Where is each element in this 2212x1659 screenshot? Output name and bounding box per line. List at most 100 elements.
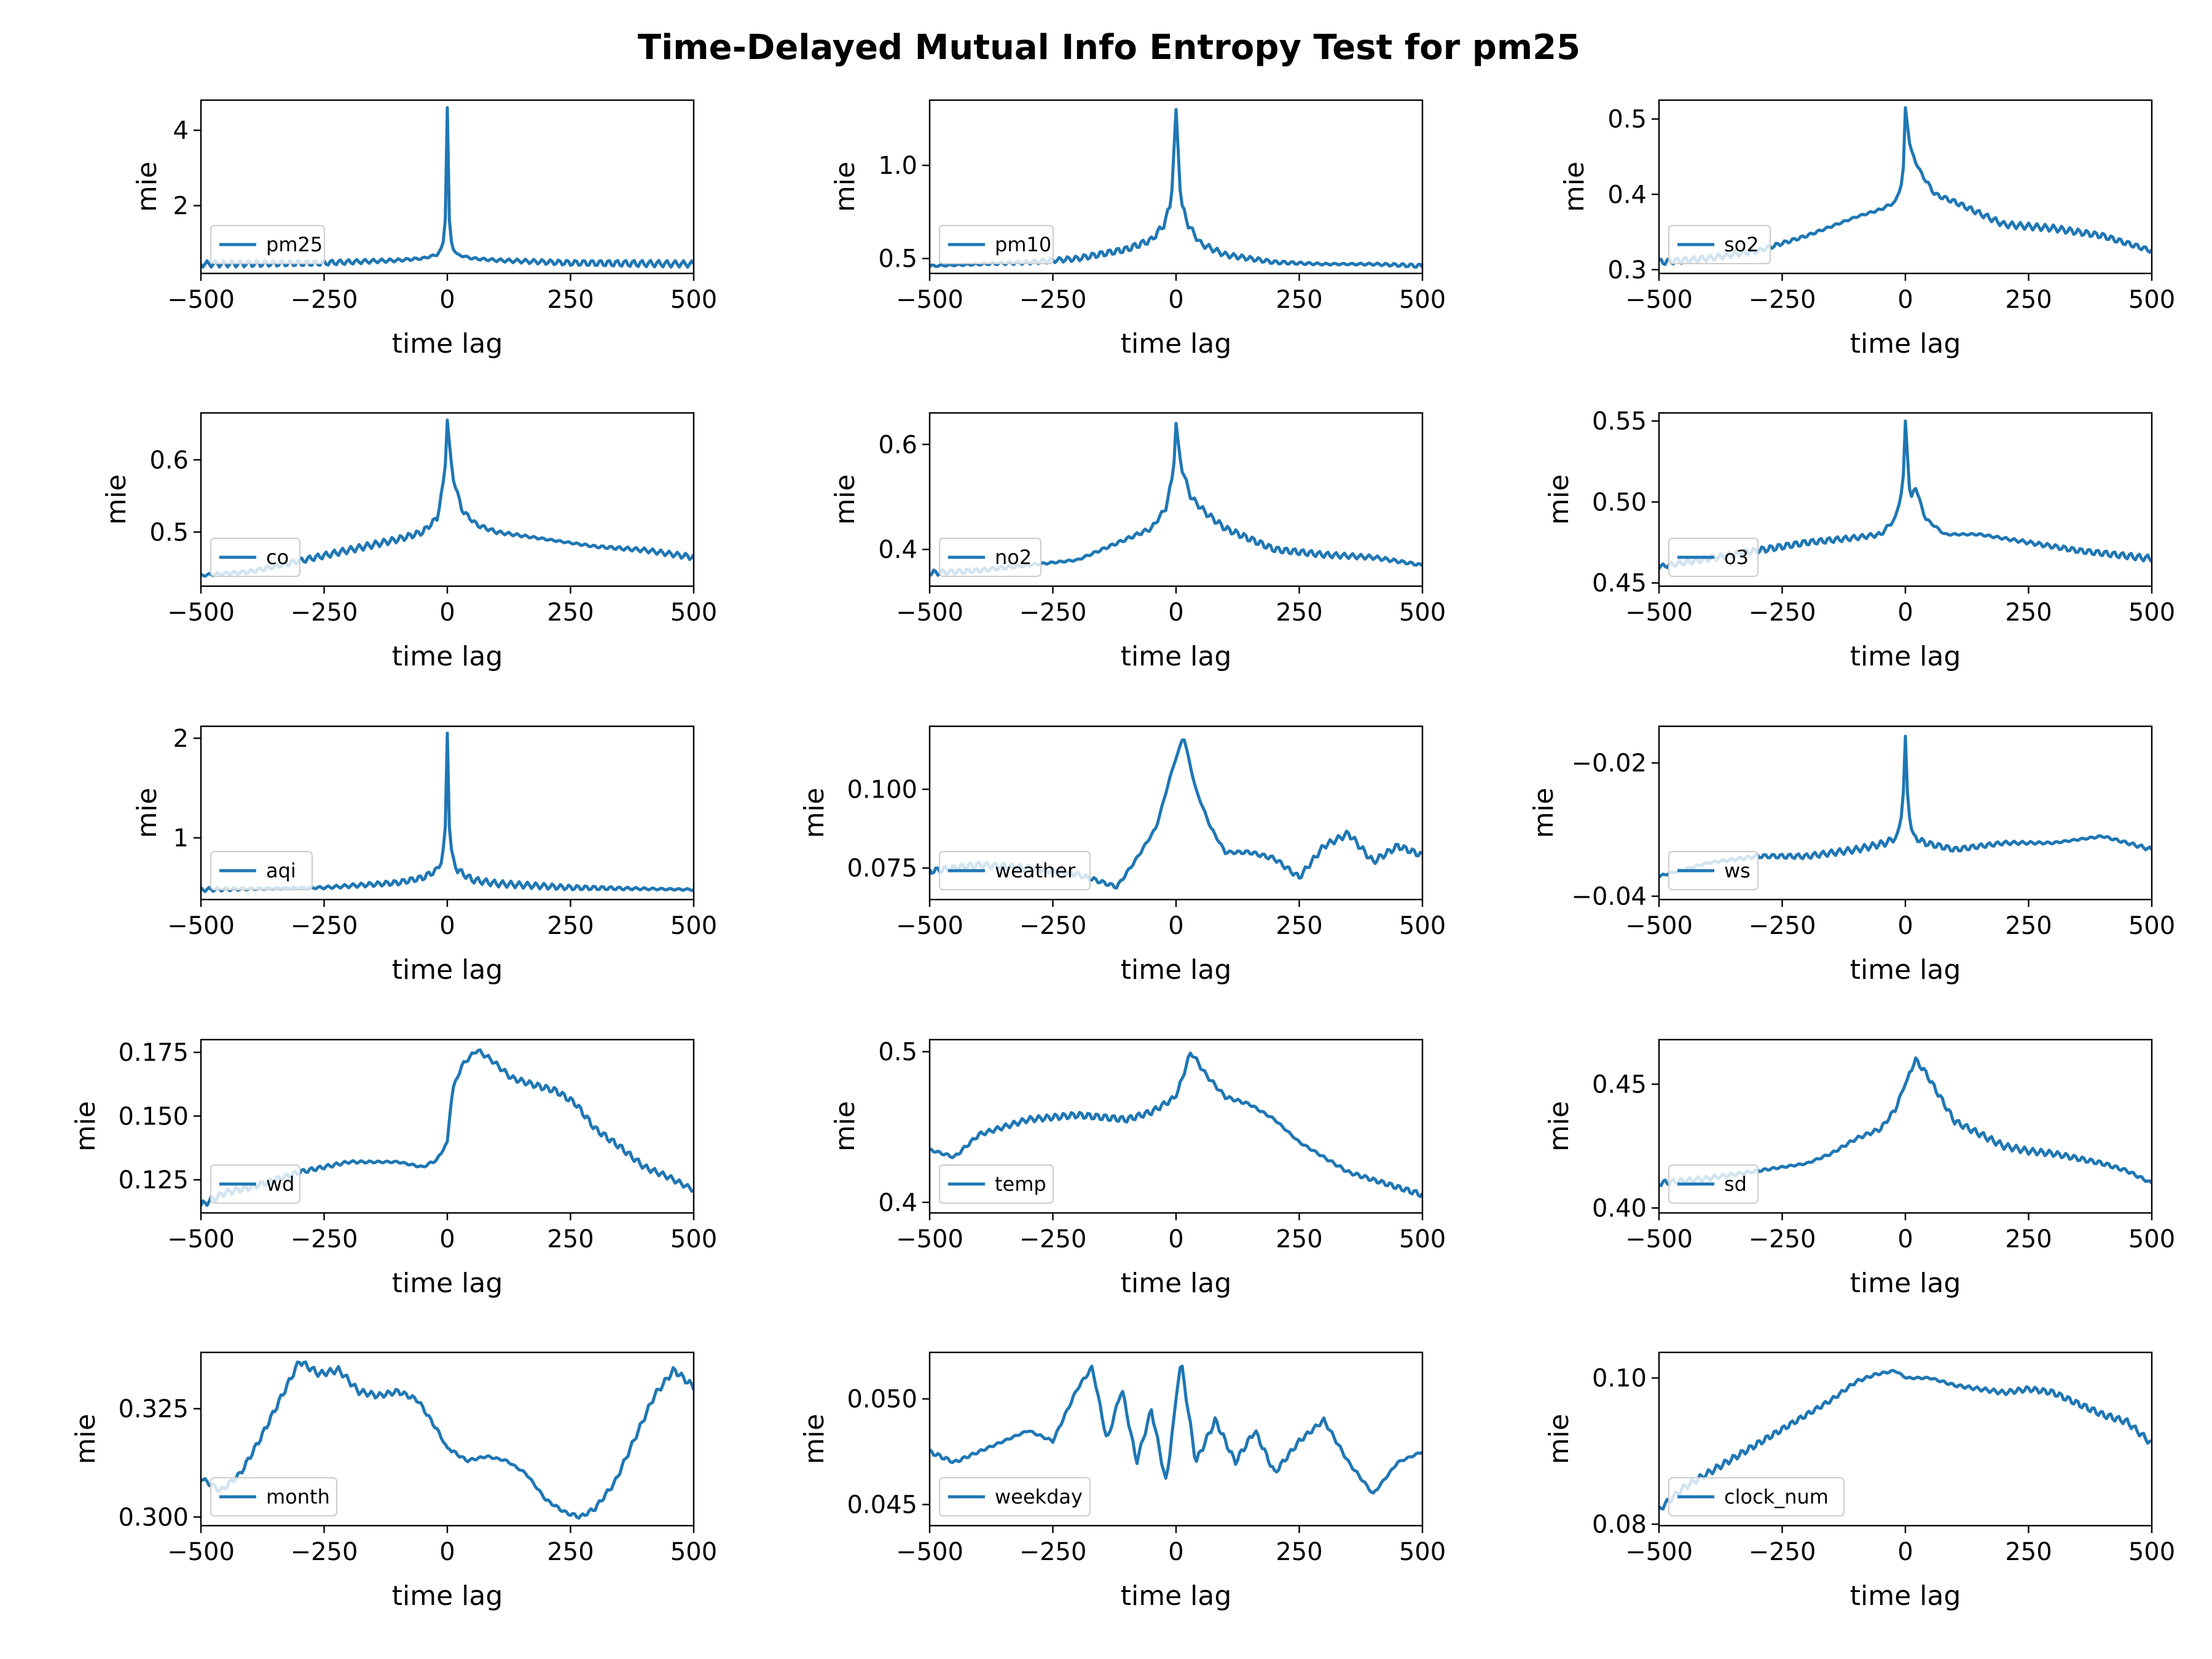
x-tick-label: 250	[2005, 286, 2052, 314]
x-tick-label: 500	[1399, 286, 1446, 314]
x-tick-label: −500	[167, 1225, 235, 1253]
x-tick-label: −500	[167, 912, 235, 940]
x-tick-label: 500	[1399, 1225, 1446, 1253]
x-tick-label: 0	[1168, 1225, 1183, 1253]
y-tick-label: 0.45	[1592, 570, 1647, 598]
legend: weekday	[939, 1477, 1091, 1516]
y-tick-label: 0.5	[1607, 106, 1647, 134]
legend-box	[210, 1477, 337, 1516]
x-tick-label: 500	[670, 1225, 717, 1253]
y-tick-label: 0.50	[1592, 488, 1647, 517]
x-tick-label: −250	[1749, 912, 1816, 940]
x-tick-label: 500	[1399, 912, 1446, 940]
y-tick-label: 2	[173, 192, 189, 221]
x-axis-label: time lag	[1850, 1580, 1961, 1612]
x-tick-label: 0	[1168, 598, 1183, 627]
legend: no2	[939, 538, 1041, 577]
legend-entry: pm25	[266, 233, 323, 256]
subplot-ws: −500 −250 0 250 500 −0.04 −0.02 time lag mie ws	[1528, 725, 2175, 986]
x-tick-label: 0	[1168, 286, 1183, 314]
subplot-weekday: −500 −250 0 250 500 0.045 0.050 time lag mie week…	[799, 1351, 1446, 1612]
x-axis-label: time lag	[1850, 328, 1961, 359]
legend-entry: aqi	[266, 859, 296, 882]
legend-entry: so2	[1724, 233, 1759, 256]
y-tick-label: 0.045	[847, 1491, 917, 1520]
x-tick-label: 0	[1897, 286, 1913, 314]
x-tick-label: −250	[291, 286, 358, 314]
y-axis-label: mie	[1543, 1414, 1575, 1464]
legend-box	[939, 225, 1054, 264]
x-axis-label: time lag	[1121, 954, 1232, 986]
legend-entry: sd	[1724, 1172, 1747, 1196]
subplot-temp: −500 −250 0 250 500 0.4 0.5 time lag mie temp	[830, 1038, 1446, 1299]
x-tick-label: 500	[670, 286, 717, 314]
y-tick-label: 0.6	[149, 446, 189, 474]
x-tick-label: 250	[547, 912, 594, 940]
x-tick-label: −250	[1019, 912, 1087, 940]
subplot-wd: −500 −250 0 250 500 0.125 0.150 0.175 time lag mi…	[70, 1039, 717, 1299]
x-tick-label: −500	[1625, 912, 1693, 940]
y-tick-label: 0.4	[878, 1189, 917, 1217]
y-tick-label: 0.3	[1607, 256, 1647, 284]
y-tick-label: 4	[173, 117, 189, 145]
x-axis-label: time lag	[392, 954, 503, 986]
x-tick-label: −250	[291, 598, 358, 627]
x-tick-label: 0	[439, 286, 455, 314]
y-tick-label: 0.175	[118, 1039, 189, 1067]
x-tick-label: 500	[2128, 912, 2175, 940]
y-tick-label: 2	[173, 724, 189, 753]
y-tick-label: 0.08	[1592, 1511, 1647, 1539]
y-tick-label: 0.10	[1592, 1365, 1647, 1393]
figure-title: Time-Delayed Mutual Info Entropy Test fo…	[638, 28, 1580, 68]
x-tick-label: −250	[1019, 1538, 1087, 1566]
x-tick-label: 500	[1399, 1538, 1446, 1566]
legend-entry: co	[266, 546, 289, 569]
x-tick-label: 250	[547, 598, 594, 627]
y-axis-label: mie	[70, 1101, 101, 1151]
subplot-pm25: −500 −250 0 250 500 2 4 time lag mie pm25	[131, 99, 717, 359]
x-tick-label: −250	[1749, 598, 1816, 627]
x-tick-label: −500	[167, 598, 235, 627]
x-tick-label: −250	[1749, 1225, 1816, 1253]
x-axis-label: time lag	[1121, 1580, 1232, 1612]
x-axis-label: time lag	[392, 1268, 503, 1299]
legend: pm10	[939, 225, 1054, 264]
y-tick-label: 0.5	[149, 519, 189, 547]
y-axis-label: mie	[131, 162, 163, 212]
y-tick-label: 0.4	[1607, 181, 1647, 209]
y-axis-label: mie	[799, 788, 830, 838]
legend: ws	[1668, 851, 1759, 890]
x-tick-label: −250	[1749, 286, 1816, 314]
x-tick-label: 0	[1897, 1225, 1913, 1253]
x-tick-label: −500	[167, 1538, 235, 1566]
x-tick-label: 0	[1168, 1538, 1183, 1566]
x-tick-label: −250	[291, 1538, 358, 1566]
subplot-month: −500 −250 0 250 500 0.300 0.325 time lag mie mont…	[70, 1351, 717, 1612]
x-tick-label: −500	[896, 286, 963, 314]
y-tick-label: 0.6	[878, 431, 917, 459]
y-axis-label: mie	[70, 1414, 101, 1464]
y-tick-label: 0.4	[878, 536, 917, 564]
y-axis-label: mie	[799, 1414, 830, 1464]
x-tick-label: 500	[670, 598, 717, 627]
legend-box	[210, 225, 325, 264]
x-tick-label: −250	[1019, 598, 1087, 627]
x-tick-label: −500	[896, 1538, 963, 1566]
y-axis-label: mie	[1543, 474, 1575, 525]
x-tick-label: 250	[2005, 1538, 2052, 1566]
legend: sd	[1668, 1164, 1759, 1204]
x-tick-label: 250	[2005, 912, 2052, 940]
subplot-sd: −500 −250 0 250 500 0.40 0.45 time lag mie sd	[1543, 1038, 2175, 1299]
y-tick-label: −0.02	[1571, 750, 1647, 778]
x-tick-label: 250	[1276, 598, 1322, 627]
x-tick-label: 250	[1276, 1538, 1322, 1566]
y-tick-label: 0.075	[847, 855, 917, 883]
x-tick-label: 250	[547, 286, 594, 314]
subplot-o3: −500 −250 0 250 500 0.45 0.50 0.55 time lag mie o3	[1543, 407, 2175, 672]
legend-box	[939, 1164, 1054, 1204]
x-tick-label: 0	[439, 1225, 455, 1253]
x-tick-label: −250	[291, 1225, 358, 1253]
legend: co	[210, 538, 300, 577]
legend: temp	[939, 1164, 1054, 1204]
